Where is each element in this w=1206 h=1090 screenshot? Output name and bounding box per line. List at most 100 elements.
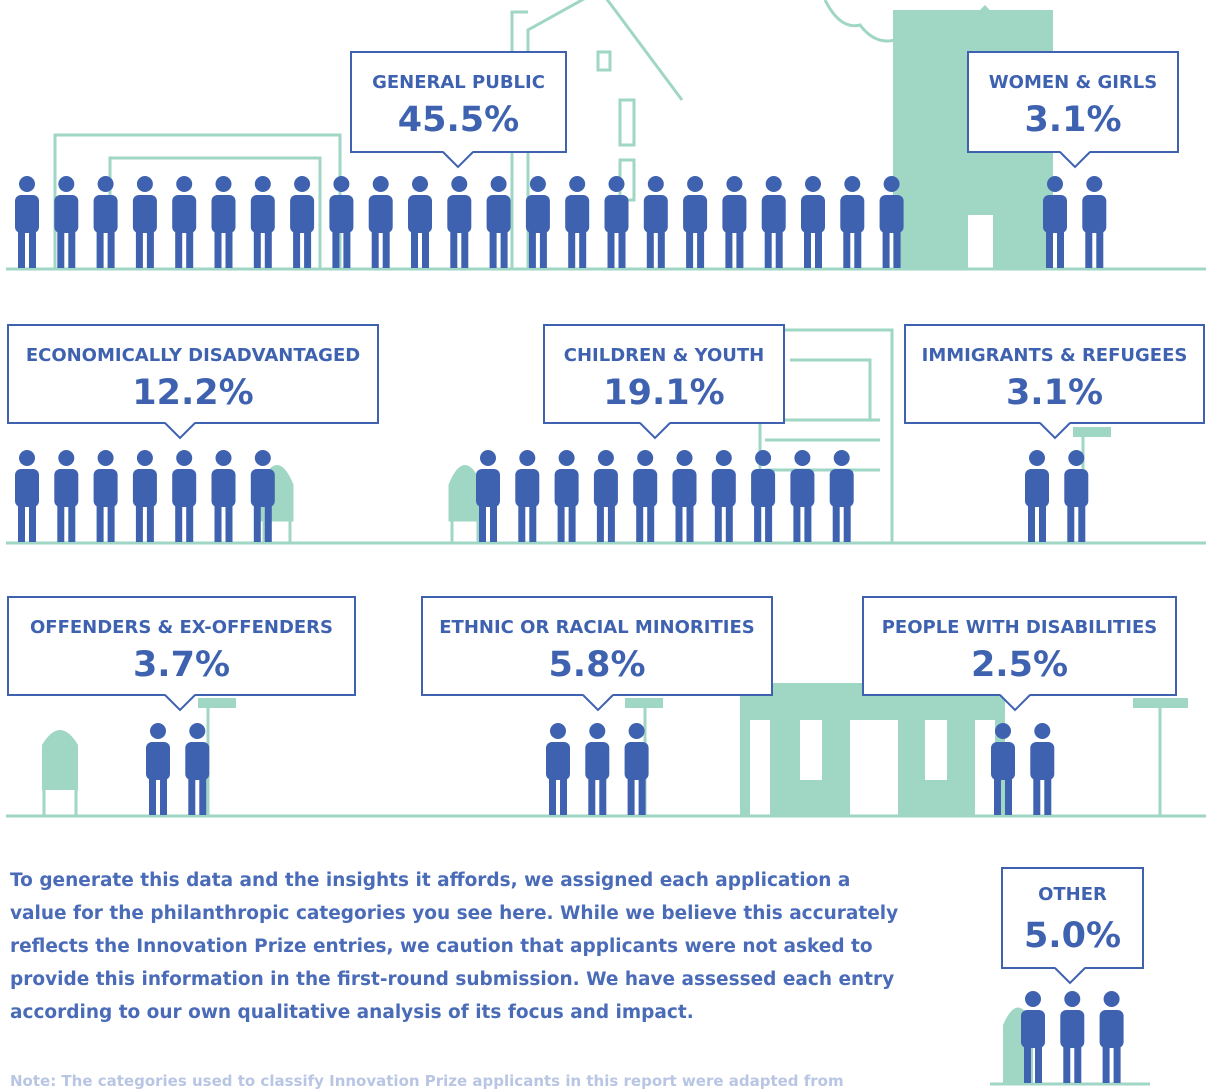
figure-leg [293, 231, 300, 268]
figure-head [794, 450, 810, 466]
figure-leg [854, 231, 861, 268]
figure-body [185, 742, 209, 780]
figure-head [609, 176, 625, 192]
figure-leg [490, 505, 497, 542]
body-text: To generate this data and the insights i… [10, 864, 900, 1029]
figure-leg [29, 505, 36, 542]
figure-leg [226, 231, 233, 268]
figure-leg [754, 505, 761, 542]
figure-leg [726, 505, 733, 542]
figure-leg [765, 231, 772, 268]
figure-head [530, 176, 546, 192]
category-label: ECONOMICALLY DISADVANTAGED [26, 345, 360, 366]
value-label: 45.5% [398, 100, 519, 140]
figure-body [585, 742, 609, 780]
figure-head [137, 176, 153, 192]
figure-head [1104, 991, 1120, 1007]
figure-head [255, 450, 271, 466]
figure-leg [1074, 1046, 1081, 1083]
figure-body [172, 195, 196, 233]
figure-leg [18, 505, 25, 542]
figure-leg [175, 505, 182, 542]
figure-body [605, 195, 629, 233]
figure-head [648, 176, 664, 192]
figure-leg [265, 231, 272, 268]
figure-head [550, 723, 566, 739]
figure-leg [186, 231, 193, 268]
figure-body [54, 195, 78, 233]
figure-body [762, 195, 786, 233]
figure-body [476, 469, 500, 507]
figure-body [329, 195, 353, 233]
figure-head [1034, 723, 1050, 739]
figure-leg [776, 231, 783, 268]
figure-body [133, 195, 157, 233]
figure-leg [569, 505, 576, 542]
figure-leg [844, 505, 851, 542]
figure-leg [1114, 1046, 1121, 1083]
figure-leg [383, 231, 390, 268]
figure-head [480, 450, 496, 466]
figure-head [559, 450, 575, 466]
figure-head [805, 176, 821, 192]
figure-group [476, 450, 854, 542]
value-label: 5.8% [548, 645, 645, 685]
figure-leg [540, 231, 547, 268]
figure-leg [725, 231, 732, 268]
figure-group [1021, 991, 1124, 1083]
figure-body [644, 195, 668, 233]
figure-leg [160, 778, 167, 815]
figure-leg [68, 505, 75, 542]
figure-leg [765, 505, 772, 542]
figure-leg [372, 231, 379, 268]
figure-leg [97, 505, 104, 542]
figure-head [216, 450, 232, 466]
figure-body [555, 469, 579, 507]
figure-leg [994, 778, 1001, 815]
figure-body [1025, 469, 1049, 507]
figure-body [447, 195, 471, 233]
figure-head [98, 176, 114, 192]
figure-leg [793, 505, 800, 542]
figure-leg [1035, 1046, 1042, 1083]
figure-leg [518, 505, 525, 542]
value-label: 2.5% [971, 645, 1068, 685]
figure-leg [843, 231, 850, 268]
figure-leg [68, 231, 75, 268]
category-label: CHILDREN & YOUTH [564, 345, 765, 366]
figure-body [1030, 742, 1054, 780]
figure-head [137, 450, 153, 466]
figure-leg [18, 231, 25, 268]
figure-leg [608, 505, 615, 542]
value-label: 19.1% [603, 373, 724, 413]
figure-body [1100, 1010, 1124, 1048]
callout-pointer [1060, 151, 1090, 167]
figure-body [830, 469, 854, 507]
callout-pointer [1040, 422, 1070, 438]
figure-head [569, 176, 585, 192]
figure-head [255, 176, 271, 192]
category-label: IMMIGRANTS & REFUGEES [922, 345, 1188, 366]
figure-head [589, 723, 605, 739]
figure-leg [461, 231, 468, 268]
figure-leg [560, 778, 567, 815]
figure-head [176, 450, 192, 466]
figure-leg [108, 231, 115, 268]
figure-leg [568, 231, 575, 268]
figure-head [373, 176, 389, 192]
figure-leg [332, 231, 339, 268]
value-label: 5.0% [1024, 916, 1121, 956]
figure-group [1043, 176, 1106, 268]
category-label: ETHNIC OR RACIAL MINORITIES [439, 617, 754, 638]
figure-leg [254, 505, 261, 542]
figure-body [673, 469, 697, 507]
figure-leg [422, 231, 429, 268]
figure-head [216, 176, 232, 192]
figure-leg [579, 231, 586, 268]
figure-leg [175, 231, 182, 268]
figure-head [333, 176, 349, 192]
category-label: WOMEN & GIRLS [989, 72, 1157, 93]
figure-leg [815, 231, 822, 268]
figure-body [1064, 469, 1088, 507]
figure-leg [736, 231, 743, 268]
